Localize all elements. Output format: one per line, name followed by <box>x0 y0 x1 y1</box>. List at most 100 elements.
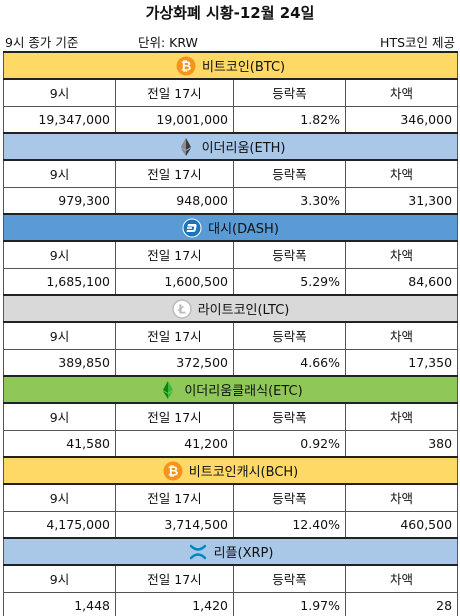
price-table: ₿ 비트코인(BTC) 9시 전일 17시 등락폭 차액 19,347,000 19,001,… <box>2 51 459 616</box>
value-cell: 346,000 <box>344 105 459 134</box>
column-label-row: 9시 전일 17시 등락폭 차액 <box>3 483 459 512</box>
coin-name: 라이트코인(LTC) <box>197 303 290 318</box>
value-cell: 19,001,000 <box>115 105 234 134</box>
coin-header-cell: 리플(XRP) <box>2 537 459 566</box>
column-label: 9시 <box>3 321 116 350</box>
bitcoin-icon: ₿ <box>176 56 196 76</box>
provider-label: HTS코인 제공 <box>380 35 455 50</box>
value-row: 979,300 948,000 3.30% 31,300 <box>3 186 459 215</box>
meta-row: 9시 종가 기준 단위: KRW HTS코인 제공 <box>0 28 460 51</box>
column-label: 차액 <box>344 483 459 512</box>
column-label: 등락폭 <box>233 564 346 593</box>
coin-header-cell: 이더리움(ETH) <box>2 132 459 161</box>
coin-name: 리플(XRP) <box>213 546 274 561</box>
coin-header-cell: 대시(DASH) <box>2 213 459 242</box>
coin-header-cell: ₿ 비트코인(BTC) <box>2 51 459 80</box>
value-cell: 5.29% <box>233 267 346 296</box>
column-label-row: 9시 전일 17시 등락폭 차액 <box>3 321 459 350</box>
coin-header-row: 대시(DASH) <box>2 213 459 242</box>
coin-name: 이더리움클래식(ETC) <box>184 384 303 399</box>
value-cell: 4,175,000 <box>3 510 116 539</box>
column-label: 9시 <box>3 159 116 188</box>
ethereum-classic-icon <box>158 380 178 400</box>
value-cell: 4.66% <box>233 348 346 377</box>
coin-header-row: Ł 라이트코인(LTC) <box>2 294 459 323</box>
value-cell: 41,580 <box>3 429 116 458</box>
column-label: 등락폭 <box>233 402 346 431</box>
value-cell: 1.97% <box>233 591 346 616</box>
dash-icon <box>182 218 202 238</box>
value-row: 1,685,100 1,600,500 5.29% 84,600 <box>3 267 459 296</box>
value-cell: 380 <box>344 429 459 458</box>
column-label: 전일 17시 <box>115 159 234 188</box>
column-label: 9시 <box>3 402 116 431</box>
column-label: 전일 17시 <box>115 321 234 350</box>
column-label: 등락폭 <box>233 321 346 350</box>
column-label: 차액 <box>344 159 459 188</box>
coin-header-row: 이더리움클래식(ETC) <box>2 375 459 404</box>
column-label: 차액 <box>344 321 459 350</box>
value-cell: 1,685,100 <box>3 267 116 296</box>
column-label: 전일 17시 <box>115 240 234 269</box>
value-cell: 28 <box>344 591 459 616</box>
value-cell: 3,714,500 <box>115 510 234 539</box>
value-cell: 1.82% <box>233 105 346 134</box>
value-cell: 41,200 <box>115 429 234 458</box>
column-label: 전일 17시 <box>115 564 234 593</box>
value-row: 389,850 372,500 4.66% 17,350 <box>3 348 459 377</box>
coin-header-row: 리플(XRP) <box>2 537 459 566</box>
value-cell: 1,420 <box>115 591 234 616</box>
page-title: 가상화폐 시황-12월 24일 <box>145 4 315 22</box>
value-cell: 3.30% <box>233 186 346 215</box>
time-basis-label: 9시 종가 기준 <box>5 35 79 50</box>
coin-header-row: 이더리움(ETH) <box>2 132 459 161</box>
column-label: 전일 17시 <box>115 402 234 431</box>
value-cell: 389,850 <box>3 348 116 377</box>
value-row: 19,347,000 19,001,000 1.82% 346,000 <box>3 105 459 134</box>
column-label: 9시 <box>3 78 116 107</box>
value-cell: 17,350 <box>344 348 459 377</box>
value-cell: 1,600,500 <box>115 267 234 296</box>
column-label: 등락폭 <box>233 240 346 269</box>
column-label: 차액 <box>344 564 459 593</box>
column-label: 차액 <box>344 78 459 107</box>
column-label: 등락폭 <box>233 78 346 107</box>
value-cell: 948,000 <box>115 186 234 215</box>
coin-header-cell: Ł 라이트코인(LTC) <box>2 294 459 323</box>
column-label: 등락폭 <box>233 159 346 188</box>
column-label: 9시 <box>3 483 116 512</box>
column-label-row: 9시 전일 17시 등락폭 차액 <box>3 78 459 107</box>
ethereum-icon <box>176 137 196 157</box>
column-label: 전일 17시 <box>115 483 234 512</box>
column-label: 9시 <box>3 240 116 269</box>
coin-name: 비트코인(BTC) <box>201 60 286 75</box>
svg-text:₿: ₿ <box>167 464 178 479</box>
coin-name: 비트코인캐시(BCH) <box>188 465 299 480</box>
litecoin-icon: Ł <box>171 298 192 319</box>
column-label: 9시 <box>3 564 116 593</box>
value-cell: 19,347,000 <box>3 105 116 134</box>
value-cell: 1,448 <box>3 591 116 616</box>
svg-text:₿: ₿ <box>181 59 192 74</box>
value-cell: 979,300 <box>3 186 116 215</box>
bitcoin-cash-icon: ₿ <box>163 461 183 481</box>
coin-header-row: ₿ 비트코인캐시(BCH) <box>2 456 459 485</box>
value-cell: 84,600 <box>344 267 459 296</box>
column-label: 차액 <box>344 402 459 431</box>
value-row: 1,448 1,420 1.97% 28 <box>3 591 459 616</box>
coin-header-cell: ₿ 비트코인캐시(BCH) <box>2 456 459 485</box>
coin-header-row: ₿ 비트코인(BTC) <box>2 51 459 80</box>
value-cell: 0.92% <box>233 429 346 458</box>
coin-header-cell: 이더리움클래식(ETC) <box>2 375 459 404</box>
column-label-row: 9시 전일 17시 등락폭 차액 <box>3 159 459 188</box>
svg-text:Ł: Ł <box>177 302 186 316</box>
unit-label: 단위: KRW <box>138 35 198 50</box>
column-label-row: 9시 전일 17시 등락폭 차액 <box>3 240 459 269</box>
column-label: 전일 17시 <box>115 78 234 107</box>
coin-name: 이더리움(ETH) <box>201 141 286 156</box>
value-row: 41,580 41,200 0.92% 380 <box>3 429 459 458</box>
value-cell: 12.40% <box>233 510 346 539</box>
value-cell: 372,500 <box>115 348 234 377</box>
value-cell: 31,300 <box>344 186 459 215</box>
value-row: 4,175,000 3,714,500 12.40% 460,500 <box>3 510 459 539</box>
